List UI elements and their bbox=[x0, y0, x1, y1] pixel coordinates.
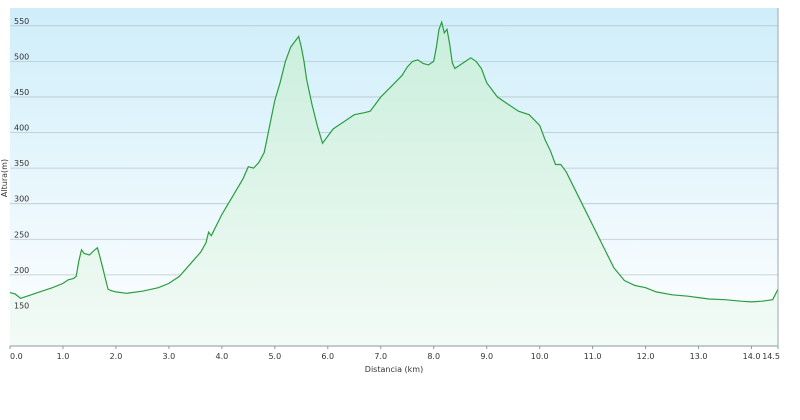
x-tick-label: 6.0 bbox=[321, 352, 334, 361]
y-tick-label: 500 bbox=[14, 52, 29, 61]
x-tick-label: 13.0 bbox=[690, 352, 708, 361]
x-tick-label: 11.0 bbox=[584, 352, 602, 361]
x-tick-label: 9.0 bbox=[480, 352, 493, 361]
y-tick-label: 550 bbox=[14, 17, 29, 26]
y-tick-label: 350 bbox=[14, 159, 29, 168]
x-axis-label: Distancia (km) bbox=[365, 365, 423, 374]
x-tick-label: 2.0 bbox=[110, 352, 123, 361]
x-tick-label: 8.0 bbox=[427, 352, 440, 361]
x-tick-label: 4.0 bbox=[215, 352, 228, 361]
y-tick-label: 150 bbox=[14, 301, 29, 310]
x-tick-label: 12.0 bbox=[637, 352, 655, 361]
elevation-area bbox=[10, 22, 778, 346]
x-axis-ticks: 0.0 1.0 2.0 3.0 4.0 5.0 6.0 7.0 8.0 9.0 10.0 11.0 12… bbox=[9, 346, 780, 361]
x-tick-label: 14.5 bbox=[762, 352, 780, 361]
x-tick-label: 3.0 bbox=[163, 352, 176, 361]
y-axis-ticks: 150 200 250 300 350 400 450 500 550 bbox=[14, 17, 29, 311]
y-axis-label: Altura(m) bbox=[0, 159, 9, 197]
x-tick-label: 10.0 bbox=[531, 352, 549, 361]
x-tick-label: 5.0 bbox=[268, 352, 281, 361]
y-tick-label: 250 bbox=[14, 230, 29, 239]
y-tick-label: 200 bbox=[14, 266, 29, 275]
y-tick-label: 400 bbox=[14, 124, 29, 133]
x-tick-label: 0.0 bbox=[10, 352, 23, 361]
elevation-line bbox=[9, 20, 779, 303]
x-tick-label: 14.0 bbox=[743, 352, 761, 361]
x-tick-label: 1.0 bbox=[57, 352, 70, 361]
y-tick-label: 300 bbox=[14, 195, 29, 204]
x-tick-label: 7.0 bbox=[374, 352, 387, 361]
y-tick-label: 450 bbox=[14, 88, 29, 97]
